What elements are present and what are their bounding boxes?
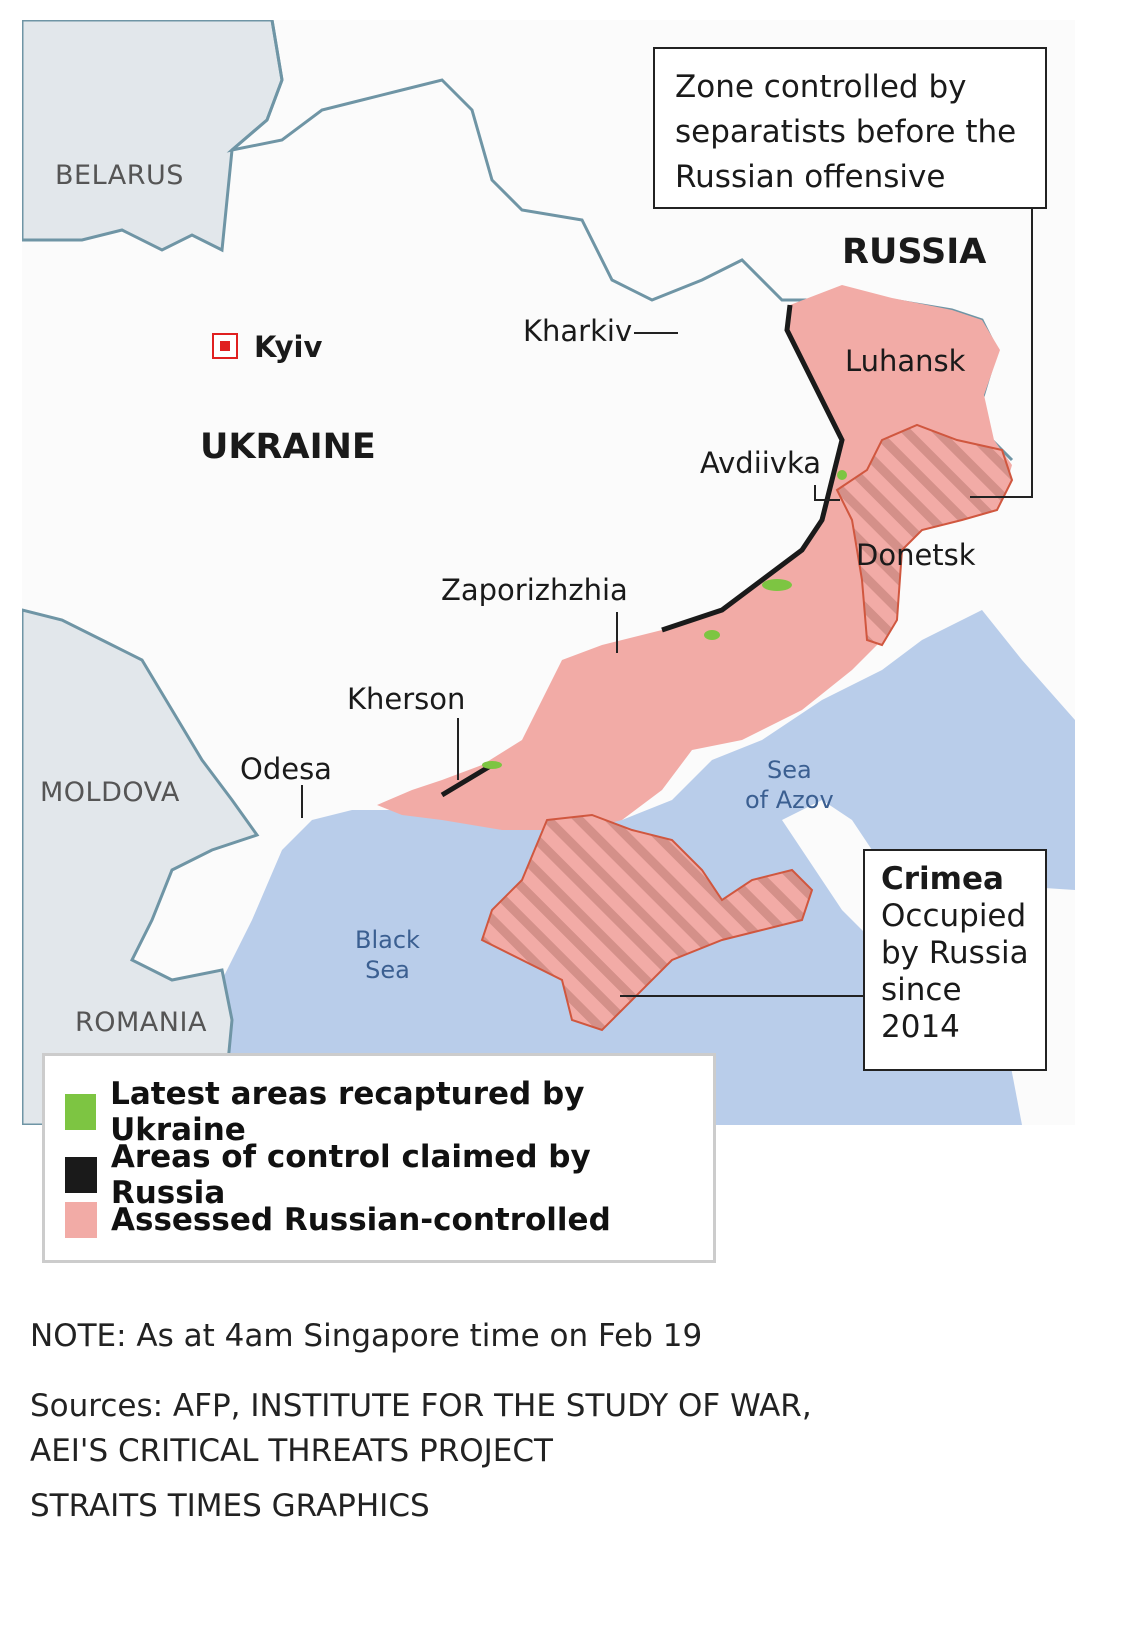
label-moldova: MOLDOVA	[40, 777, 180, 808]
label-black-2: Sea	[365, 956, 410, 984]
legend-item-recaptured: Latest areas recaptured by Ukraine	[65, 1076, 713, 1148]
capital-icon	[212, 333, 238, 359]
label-donetsk: Donetsk	[856, 538, 976, 572]
label-romania: ROMANIA	[75, 1007, 207, 1038]
crimea	[480, 813, 814, 1032]
label-black-1: Black	[355, 926, 420, 954]
crimea-title: Crimea	[881, 861, 1004, 897]
russia-border	[226, 20, 1014, 462]
legend: Latest areas recaptured by Ukraine Areas…	[42, 1053, 716, 1263]
claimed-front-line	[440, 304, 845, 798]
crimea-text: Occupied by Russia since 2014	[881, 898, 1029, 1045]
legend-swatch-black	[65, 1157, 97, 1193]
label-luhansk: Luhansk	[845, 344, 966, 378]
separatist-callout-text: Zone controlled by separatists before th…	[675, 69, 1017, 195]
sources-line-2: AEI'S CRITICAL THREATS PROJECT	[30, 1433, 553, 1469]
note: NOTE: As at 4am Singapore time on Feb 19	[30, 1318, 703, 1354]
label-avdiivka: Avdiivka	[700, 446, 822, 480]
label-zaporizhzhia: Zaporizhzhia	[441, 573, 628, 607]
sources-line-1: Sources: AFP, INSTITUTE FOR THE STUDY OF…	[30, 1388, 812, 1424]
label-ukraine: UKRAINE	[200, 427, 376, 467]
credit: STRAITS TIMES GRAPHICS	[30, 1488, 430, 1524]
label-belarus: BELARUS	[55, 160, 184, 191]
legend-label: Latest areas recaptured by Ukraine	[110, 1076, 585, 1148]
ukraine-land	[22, 20, 1075, 1020]
label-kyiv: Kyiv	[254, 330, 323, 364]
legend-swatch-pink	[65, 1202, 97, 1238]
label-russia: RUSSIA	[842, 232, 987, 272]
crimea-callout: Crimea Occupied by Russia since 2014	[863, 849, 1047, 1071]
legend-item-claimed: Areas of control claimed by Russia	[65, 1139, 713, 1211]
recaptured-areas	[482, 470, 847, 769]
label-kharkiv: Kharkiv	[523, 314, 633, 348]
legend-label: Areas of control claimed by Russia	[110, 1139, 591, 1211]
russian-controlled-area	[377, 285, 1012, 830]
label-kherson: Kherson	[347, 682, 466, 716]
label-azov-1: Sea	[766, 756, 812, 784]
moldova-romania	[22, 608, 260, 1125]
legend-item-controlled: Assessed Russian-controlled	[65, 1202, 611, 1238]
label-odesa: Odesa	[240, 752, 332, 786]
occupied-donetsk-luhansk	[835, 423, 1014, 647]
separatist-callout: Zone controlled by separatists before th…	[653, 47, 1047, 209]
label-azov-2: of Azov	[745, 786, 834, 814]
legend-label: Assessed Russian-controlled	[111, 1202, 611, 1238]
legend-swatch-green	[65, 1094, 97, 1130]
